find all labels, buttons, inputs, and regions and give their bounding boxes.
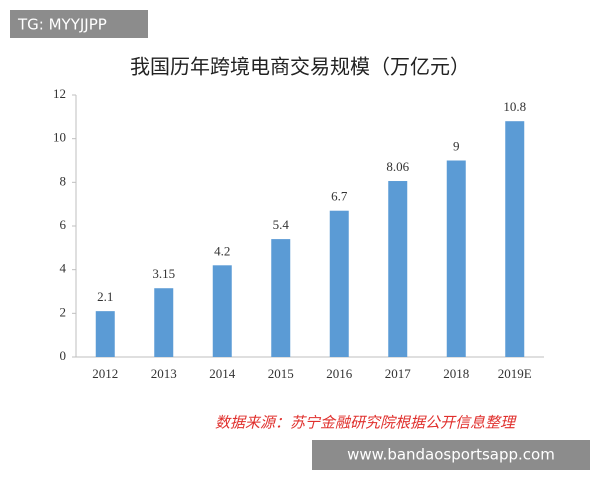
y-tick-label: 8	[60, 173, 67, 188]
value-label: 6.7	[331, 189, 348, 204]
x-tick-label: 2015	[268, 366, 294, 381]
y-tick-label: 10	[53, 130, 66, 145]
bar	[446, 160, 466, 357]
value-label: 8.06	[386, 159, 409, 174]
chart-title: 我国历年跨境电商交易规模（万亿元）	[130, 55, 470, 79]
bar	[95, 311, 115, 357]
bar	[505, 121, 525, 357]
value-label: 5.4	[273, 217, 290, 232]
y-tick-label: 0	[60, 348, 67, 363]
x-tick-label: 2016	[326, 366, 353, 381]
x-tick-label: 2019E	[498, 366, 532, 381]
value-label: 4.2	[214, 243, 230, 258]
site-url: www.bandaosportsapp.com	[347, 446, 555, 464]
bar	[329, 210, 349, 357]
watermark: TG: MYYJJPP	[17, 16, 107, 34]
x-tick-label: 2013	[151, 366, 177, 381]
x-tick-label: 2018	[443, 366, 469, 381]
y-tick-label: 2	[60, 304, 67, 319]
x-tick-label: 2014	[209, 366, 236, 381]
bar	[388, 181, 408, 357]
source-note: 数据来源：苏宁金融研究院根据公开信息整理	[215, 414, 517, 432]
value-label: 3.15	[152, 266, 175, 281]
value-label: 2.1	[97, 289, 113, 304]
watermark-box	[10, 10, 148, 38]
bar	[154, 288, 174, 357]
x-tick-label: 2017	[385, 366, 412, 381]
y-tick-label: 4	[60, 261, 67, 276]
bar	[212, 265, 232, 357]
x-tick-label: 2012	[92, 366, 118, 381]
site-box	[312, 440, 590, 470]
value-label: 9	[453, 138, 460, 153]
bar	[271, 239, 291, 357]
value-label: 10.8	[503, 99, 526, 114]
y-tick-label: 6	[60, 217, 67, 232]
y-tick-label: 12	[53, 86, 66, 101]
